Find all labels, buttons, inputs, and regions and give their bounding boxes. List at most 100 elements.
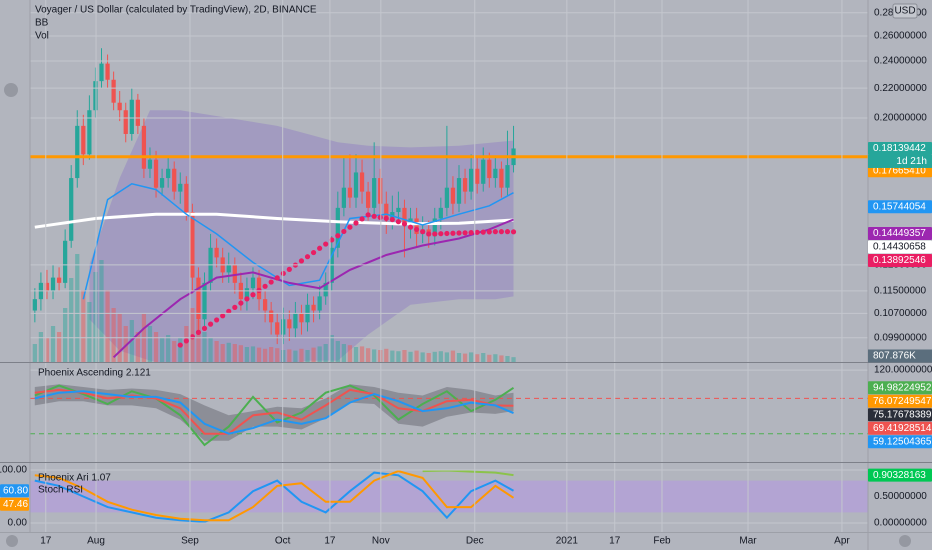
volume-bar <box>505 356 510 362</box>
volume-bar <box>420 352 425 362</box>
price-badge-label: 75.17678389 <box>873 409 932 420</box>
volume-bar <box>426 353 431 362</box>
candle-body <box>462 178 468 192</box>
sar-dot <box>426 231 432 237</box>
volume-bar <box>414 350 419 362</box>
pane-title: Phoenix Ascending 2.121 <box>38 368 151 379</box>
candle-body <box>468 168 474 192</box>
price-badge-label: 59.12504365 <box>873 436 932 447</box>
volume-bar <box>402 350 407 362</box>
candle-body <box>444 187 449 208</box>
sar-dot <box>220 313 226 319</box>
volume-bar <box>153 332 159 362</box>
volume-bar <box>262 348 268 362</box>
volume-bar <box>372 349 377 362</box>
volume-bar <box>329 335 334 362</box>
volume-bar <box>475 354 480 362</box>
volume-bar <box>166 335 171 362</box>
candle-body <box>499 168 504 188</box>
volume-bar <box>256 347 262 362</box>
volume-bar <box>444 352 449 362</box>
candle-body <box>269 310 274 323</box>
volume-bar <box>384 348 389 362</box>
x-tick-label: 2021 <box>556 536 579 547</box>
candle-body <box>341 187 346 208</box>
candle-body <box>196 277 201 320</box>
volume-bar <box>202 332 207 362</box>
candle-body <box>250 277 256 289</box>
y-tick-label: 0.26000000 <box>874 31 927 42</box>
candle-body <box>117 102 122 111</box>
sar-dot <box>474 229 480 235</box>
volume-bar <box>63 308 68 362</box>
indicator-line <box>112 218 514 359</box>
volume-bar <box>323 344 328 362</box>
candle-body <box>487 159 492 179</box>
volume-bar <box>269 347 274 362</box>
sar-dot <box>256 287 262 293</box>
volume-bar <box>159 338 165 362</box>
sar-dot <box>226 308 232 314</box>
sar-dot <box>432 231 438 237</box>
price-badge-label: 76.07249547 <box>873 396 932 407</box>
chart-title: Voyager / US Dollar (calculated by Tradi… <box>35 5 317 16</box>
candle-body <box>232 264 237 283</box>
price-badge <box>0 484 29 498</box>
candle-body <box>147 159 153 169</box>
volume-bar <box>311 347 316 362</box>
candle-body <box>432 218 437 237</box>
candle-body <box>353 172 359 198</box>
volume-bar <box>232 344 237 362</box>
volume-bar <box>244 347 250 362</box>
volume-bar <box>135 332 140 362</box>
candle-body <box>347 187 353 198</box>
candle-body <box>32 299 37 311</box>
volume-bar <box>238 345 243 362</box>
price-badge-label: 0.14449357 <box>873 228 926 239</box>
candle-body <box>93 81 98 111</box>
settings-button[interactable] <box>6 535 18 547</box>
volume-bar <box>75 254 80 362</box>
volume-bar <box>214 341 219 362</box>
volume-bar <box>408 351 413 362</box>
price-badge <box>868 394 932 408</box>
toolbar-button[interactable] <box>4 83 18 97</box>
volume-bar <box>335 341 340 362</box>
sar-dot <box>280 270 286 277</box>
scale-button[interactable] <box>899 535 911 547</box>
oscillator-pane <box>30 384 868 447</box>
price-badge <box>868 421 932 435</box>
x-tick-label: Mar <box>739 536 757 547</box>
volume-bar <box>105 290 110 362</box>
sar-dot <box>274 275 280 281</box>
volume-bar <box>493 354 498 362</box>
sar-dot <box>317 245 323 251</box>
sar-dot <box>335 233 341 239</box>
volume-bar <box>123 326 128 362</box>
sar-dot <box>286 266 292 272</box>
price-badge <box>868 227 932 241</box>
candle-body <box>81 125 86 155</box>
oscillator-line <box>34 388 514 435</box>
volume-bar <box>456 353 462 362</box>
candle-body <box>311 304 316 311</box>
x-tick-label: Sep <box>181 536 199 547</box>
price-pane <box>30 48 868 362</box>
oscillator-line <box>34 384 515 447</box>
candle-body <box>293 313 298 329</box>
volume-bar <box>293 350 298 362</box>
oscillator-line <box>34 470 515 522</box>
y-tick-label: 0.20000000 <box>874 113 927 124</box>
y-tick-label: 0.11500000 <box>874 286 927 297</box>
volume-bar <box>499 355 504 362</box>
y-tick-label: 0.10700000 <box>874 308 927 319</box>
sar-dot <box>450 230 456 236</box>
volume-bar <box>178 338 183 362</box>
price-badge <box>868 381 932 395</box>
candle-body <box>214 247 219 258</box>
price-badge-label: 0.15744054 <box>873 201 926 212</box>
bollinger-band <box>89 110 514 362</box>
volume-bar <box>196 320 201 362</box>
volume-bar <box>50 326 56 362</box>
